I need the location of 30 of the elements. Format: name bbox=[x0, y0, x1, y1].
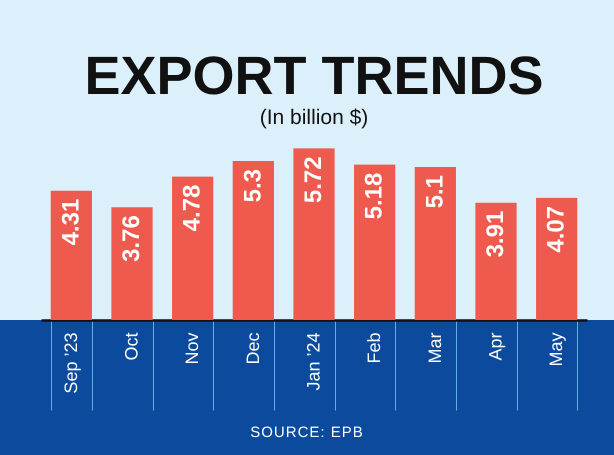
data-label: 5.1 bbox=[421, 175, 448, 208]
chart-subtitle: (In billion $) bbox=[260, 106, 368, 129]
data-label: 3.76 bbox=[118, 215, 145, 262]
x-tick-label: Sep ’23 bbox=[60, 332, 81, 394]
bar bbox=[50, 190, 92, 320]
data-label: 4.31 bbox=[57, 198, 84, 246]
data-label: 3.91 bbox=[482, 210, 509, 258]
x-tick-label: Jan ’24 bbox=[304, 332, 324, 391]
source-note: SOURCE: EPB bbox=[249, 424, 365, 441]
x-tick-label: Dec bbox=[242, 332, 263, 365]
bar bbox=[414, 167, 456, 320]
data-label: 5.3 bbox=[239, 169, 266, 202]
bar bbox=[111, 207, 153, 320]
bar bbox=[232, 161, 274, 320]
bar bbox=[354, 164, 396, 320]
bar bbox=[475, 202, 517, 320]
x-tick-label: Nov bbox=[182, 332, 202, 365]
x-tick-label: Apr bbox=[486, 332, 506, 361]
x-tick-label: Oct bbox=[122, 332, 142, 361]
data-label: 4.78 bbox=[178, 184, 206, 232]
bar bbox=[172, 176, 214, 320]
x-tick-label: May bbox=[546, 332, 566, 367]
x-tick-label: Mar bbox=[424, 332, 445, 364]
bar bbox=[293, 148, 335, 320]
data-label: 5.72 bbox=[300, 156, 327, 204]
bar bbox=[536, 198, 578, 320]
data-label: 4.07 bbox=[542, 206, 570, 253]
chart-title: EXPORT TRENDS bbox=[84, 46, 544, 106]
data-label: 5.18 bbox=[360, 172, 388, 220]
x-tick-label: Feb bbox=[364, 332, 384, 364]
